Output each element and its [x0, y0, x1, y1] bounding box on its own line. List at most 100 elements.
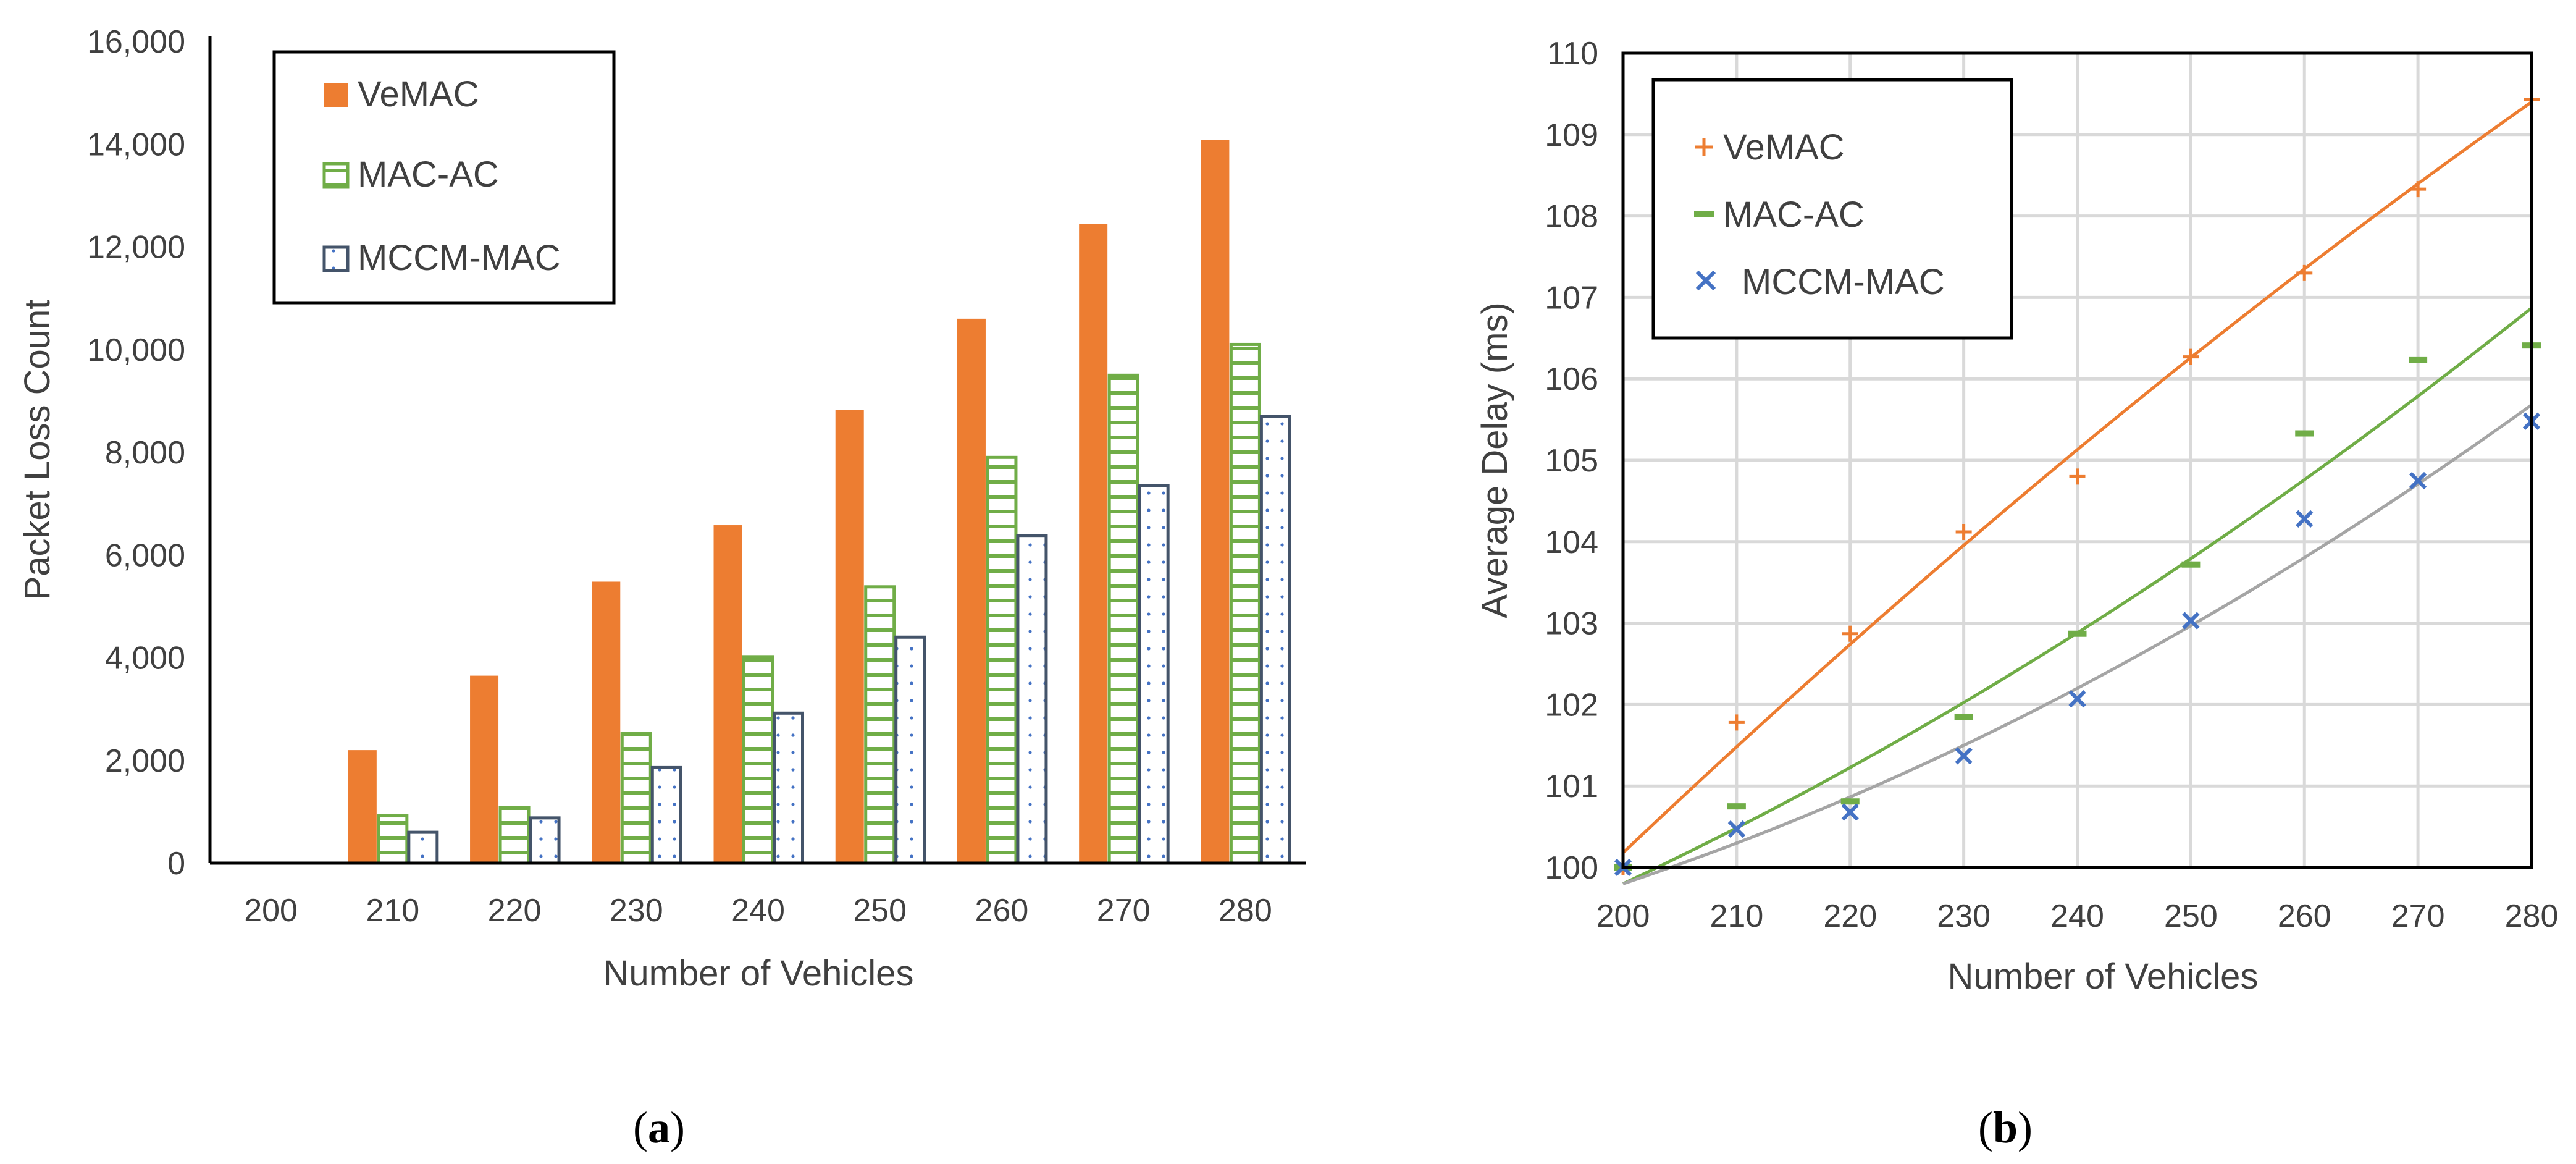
trend-line-vemac	[1622, 101, 2533, 854]
legend: VeMAC MAC-AC MCCM-MAC	[1651, 78, 2013, 340]
point-mccmmac-240	[2068, 690, 2086, 708]
y-tick-label: 106	[1545, 361, 1598, 397]
legend-swatch-mccm	[322, 245, 350, 272]
point-vemac-270	[2410, 181, 2427, 198]
point-vemac-210	[1728, 714, 1745, 731]
x-tick-label: 230	[610, 893, 663, 929]
bar-vemac-220	[470, 675, 499, 863]
y-tick-label: 16,000	[87, 24, 185, 60]
point-vemac-250	[2183, 348, 2199, 365]
point-mccmmac-220	[1841, 803, 1859, 821]
x-tick-label: 250	[2164, 898, 2218, 934]
bar-mccmmac-250	[894, 635, 926, 865]
bar-macac-220	[498, 806, 531, 865]
y-tick-label: 6,000	[105, 538, 185, 573]
average-delay-chart: 100 101 102 103 104 105 106 107 108 109 110 200 210…	[1475, 36, 2558, 1152]
point-vemac-220	[1842, 625, 1858, 642]
point-vemac-260	[2296, 264, 2313, 281]
point-vemac-230	[1955, 523, 1972, 540]
y-tick-label: 8,000	[105, 435, 185, 471]
point-macac-240	[2068, 630, 2087, 637]
x-tick-label: 210	[366, 893, 419, 929]
x-tick-label: 280	[2505, 898, 2559, 934]
bar-macac-280	[1229, 342, 1261, 865]
bar-mccmmac-230	[650, 765, 682, 865]
packet-loss-chart: 0 2,000 4,000 6,000 8,000 10,000 12,000 14,000 1…	[17, 24, 1306, 1152]
y-tick-label: 0	[167, 846, 185, 882]
y-tick-label: 12,000	[87, 230, 185, 266]
y-tick-label: 110	[1547, 36, 1598, 72]
y-tick-label: 108	[1545, 199, 1598, 235]
y-tick-label: 103	[1545, 606, 1598, 642]
legend-label-vemac: VeMAC	[358, 74, 479, 114]
y-tick-label: 14,000	[87, 127, 185, 162]
point-macac-270	[2409, 356, 2428, 363]
y-tick-label: 105	[1545, 443, 1598, 479]
point-macac-230	[1954, 714, 1973, 720]
legend-marker-vemac	[1695, 138, 1713, 156]
bar-macac-270	[1107, 373, 1139, 865]
point-macac-250	[2181, 561, 2201, 568]
y-tick-label: 101	[1545, 769, 1598, 804]
legend-swatch-vemac	[324, 83, 348, 107]
point-macac-210	[1727, 803, 1746, 810]
x-tick-label: 200	[244, 893, 298, 929]
bar-vemac-250	[835, 410, 864, 863]
bar-vemac-260	[957, 318, 986, 863]
x-tick-label: 220	[488, 893, 542, 929]
point-mccmmac-230	[1955, 747, 1973, 765]
bar-vemac-240	[713, 525, 742, 863]
x-tick-label: 280	[1219, 893, 1272, 929]
bar-vemac-210	[348, 750, 377, 863]
x-axis-ticks: 200 210 220 230 240 250 260 270 280	[244, 893, 1272, 929]
x-tick-label: 210	[1710, 898, 1763, 934]
y-tick-label: 102	[1545, 687, 1598, 723]
legend-label-mccm: MCCM-MAC	[1742, 262, 1945, 302]
y-axis-title: Average Delay (ms)	[1475, 302, 1515, 618]
y-tick-label: 104	[1545, 525, 1598, 560]
legend-swatch-macac	[322, 162, 350, 189]
bar-macac-210	[377, 814, 409, 865]
bar-mccmmac-210	[407, 830, 439, 865]
point-mccmmac-260	[2296, 510, 2314, 528]
point-vemac-240	[2069, 468, 2086, 485]
x-tick-label: 230	[1937, 898, 1991, 934]
y-tick-label: 107	[1545, 280, 1598, 316]
y-axis-title: Packet Loss Count	[17, 300, 57, 601]
bar-mccmmac-260	[1016, 534, 1048, 865]
x-tick-label: 270	[1097, 893, 1151, 929]
x-tick-label: 200	[1596, 898, 1650, 934]
x-axis-title: Number of Vehicles	[1948, 956, 2259, 997]
caption-a: (a)	[633, 1103, 685, 1152]
bar-macac-260	[986, 455, 1018, 865]
y-tick-label: 100	[1545, 850, 1598, 886]
point-mccmmac-210	[1727, 820, 1745, 838]
bar-macac-230	[620, 732, 652, 865]
x-tick-label: 240	[731, 893, 785, 929]
point-macac-260	[2295, 430, 2314, 437]
x-tick-label: 250	[853, 893, 907, 929]
x-tick-label: 260	[975, 893, 1029, 929]
bar-mccmmac-240	[773, 711, 804, 865]
x-axis-ticks: 200 210 220 230 240 250 260 270 280	[1596, 898, 2559, 934]
legend: VeMAC MAC-AC MCCM-MAC	[272, 50, 616, 305]
caption-b: (b)	[1978, 1103, 2033, 1152]
point-mccmmac-270	[2409, 471, 2427, 490]
y-axis-ticks: 0 2,000 4,000 6,000 8,000 10,000 12,000 14,000 1…	[87, 24, 185, 882]
y-tick-label: 4,000	[105, 641, 185, 677]
y-axis-ticks: 100 101 102 103 104 105 106 107 108 109 110	[1545, 36, 1598, 886]
point-macac-220	[1840, 798, 1860, 805]
plot-frame	[1621, 51, 2533, 869]
x-axis-title: Number of Vehicles	[603, 953, 914, 993]
trend-line-mccmmac	[1622, 403, 2533, 885]
y-tick-label: 109	[1545, 117, 1598, 153]
y-tick-label: 10,000	[87, 332, 185, 368]
y-tick-label: 2,000	[105, 743, 185, 779]
bar-macac-240	[742, 655, 774, 865]
x-tick-label: 260	[2278, 898, 2331, 934]
bar-vemac-230	[592, 581, 621, 863]
bar-mccmmac-280	[1259, 415, 1291, 865]
bar-mccmmac-220	[529, 816, 561, 865]
legend-label-vemac: VeMAC	[1723, 127, 1845, 167]
